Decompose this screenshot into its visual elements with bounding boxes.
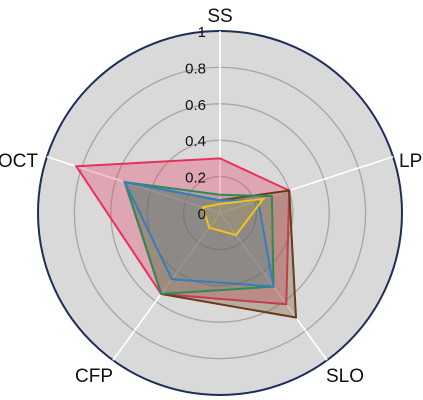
axis-labels: SS LP SLO CFP OCT bbox=[0, 6, 422, 387]
axis-spoke bbox=[112, 212, 221, 361]
axis-label-cfp: CFP bbox=[75, 366, 113, 387]
tick-label: 0.6 bbox=[185, 97, 206, 114]
tick-label: 0.4 bbox=[185, 133, 206, 150]
tick-labels: 0 0.2 0.4 0.6 0.8 1 bbox=[185, 24, 206, 223]
axis-spoke bbox=[219, 155, 394, 214]
axis-label-slo: SLO bbox=[326, 366, 364, 387]
tick-label: 0.8 bbox=[185, 60, 206, 77]
series-5-polygon bbox=[201, 197, 266, 237]
axis-label-ss: SS bbox=[207, 6, 232, 27]
tick-label: 0 bbox=[198, 206, 206, 223]
axis-label-oct: OCT bbox=[0, 151, 38, 172]
series-layer bbox=[74, 157, 298, 319]
tick-label: 0.2 bbox=[185, 170, 206, 187]
axis-label-lp: LP bbox=[399, 151, 422, 172]
tick-label: 1 bbox=[198, 24, 206, 41]
